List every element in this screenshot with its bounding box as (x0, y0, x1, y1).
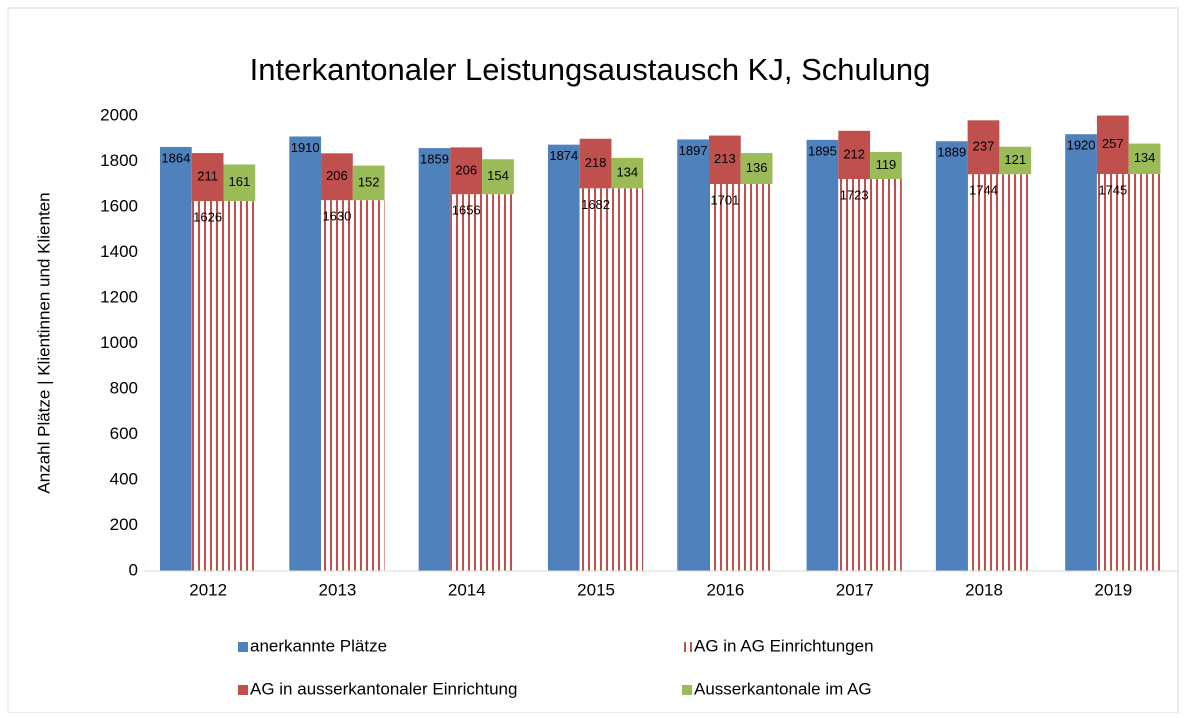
x-tick-label: 2014 (448, 580, 486, 599)
bar-segment (1096, 115, 1129, 175)
y-tick-label: 1600 (100, 196, 138, 215)
value-label: 1701 (710, 192, 739, 207)
y-axis-label: Anzahl Plätze | Klientinnen und Klienten (34, 192, 53, 493)
value-label: 213 (714, 151, 736, 166)
bar-segment (1128, 143, 1161, 175)
value-label: 1744 (969, 183, 998, 198)
value-label: 211 (197, 169, 218, 184)
y-tick-label: 800 (110, 378, 138, 397)
y-tick-label: 1000 (100, 333, 138, 352)
bar-segment (838, 130, 871, 180)
legend-label: AG in ausserkantonaler Einrichtung (250, 679, 517, 698)
bar (806, 139, 839, 571)
x-tick-label: 2019 (1094, 580, 1132, 599)
x-tick-label: 2015 (577, 580, 615, 599)
value-label: 1889 (937, 145, 966, 160)
bar-segment (967, 120, 1000, 175)
value-label: 1910 (291, 140, 320, 155)
value-label: 136 (746, 160, 768, 175)
value-label: 161 (229, 174, 251, 189)
value-label: 1626 (193, 210, 222, 225)
bar (289, 136, 322, 571)
value-label: 212 (843, 146, 865, 161)
bar-segment (223, 164, 256, 202)
value-label: 134 (616, 165, 638, 180)
bar (935, 141, 968, 571)
bar-segment (740, 153, 773, 185)
y-tick-label: 0 (129, 560, 138, 579)
bar-segment (352, 165, 385, 201)
x-tick-label: 2013 (319, 580, 357, 599)
x-tick-label: 2018 (965, 580, 1003, 599)
value-label: 1630 (322, 209, 351, 224)
value-label: 237 (973, 139, 995, 154)
x-tick-label: 2016 (706, 580, 744, 599)
bar-segment (482, 159, 514, 195)
bar-base (709, 184, 773, 571)
value-label: 1745 (1098, 182, 1127, 197)
value-label: 119 (876, 157, 897, 172)
bar (547, 144, 580, 572)
legend-swatch (682, 642, 692, 652)
value-label: 154 (487, 168, 509, 183)
value-label: 1897 (679, 143, 708, 158)
value-label: 152 (358, 174, 380, 189)
y-tick-label: 600 (110, 424, 138, 443)
value-label: 121 (1004, 152, 1026, 167)
chart-title: Interkantonaler Leistungsaustausch KJ, S… (250, 52, 931, 87)
y-tick-label: 1800 (100, 151, 138, 170)
legend-label: Ausserkantonale im AG (694, 679, 872, 698)
value-label: 1723 (840, 187, 869, 202)
value-label: 1920 (1067, 138, 1096, 153)
bar (160, 146, 192, 571)
bar (418, 148, 451, 571)
x-tick-label: 2012 (189, 580, 227, 599)
value-label: 1682 (581, 197, 610, 212)
bar-segment (709, 135, 741, 185)
value-label: 206 (326, 168, 348, 183)
y-tick-label: 1400 (100, 242, 138, 261)
y-tick-label: 400 (110, 469, 138, 488)
y-tick-label: 200 (110, 515, 138, 534)
bar-segment (450, 147, 483, 195)
legend-label: AG in AG Einrichtungen (694, 636, 874, 655)
value-label: 1859 (420, 152, 449, 167)
y-tick-label: 2000 (100, 105, 138, 124)
value-label: 206 (455, 162, 477, 177)
value-label: 1874 (549, 148, 578, 163)
bar-segment (191, 153, 224, 202)
value-label: 257 (1102, 136, 1124, 151)
bar-segment (579, 138, 612, 189)
legend-swatch (238, 642, 248, 652)
y-tick-label: 1200 (100, 287, 138, 306)
bar-segment (870, 151, 902, 180)
value-label: 1864 (161, 150, 190, 165)
bar-base (321, 200, 385, 572)
bar-base (450, 194, 514, 571)
bar-segment (999, 146, 1032, 175)
bar-base (1096, 174, 1161, 571)
legend-label: anerkannte Plätze (250, 636, 387, 655)
legend-swatch (682, 685, 692, 695)
bar-base (967, 174, 1032, 572)
bar (677, 139, 709, 571)
bar-base (579, 188, 644, 571)
value-label: 1656 (452, 203, 481, 218)
value-label: 1895 (808, 143, 837, 158)
legend-swatch (238, 685, 248, 695)
x-tick-label: 2017 (836, 580, 874, 599)
bar-segment (321, 153, 353, 201)
bar-segment (611, 157, 644, 189)
bar-base (191, 201, 256, 571)
bar-base (838, 179, 902, 571)
value-label: 218 (585, 155, 607, 170)
bar (1065, 134, 1097, 571)
value-label: 134 (1134, 150, 1156, 165)
